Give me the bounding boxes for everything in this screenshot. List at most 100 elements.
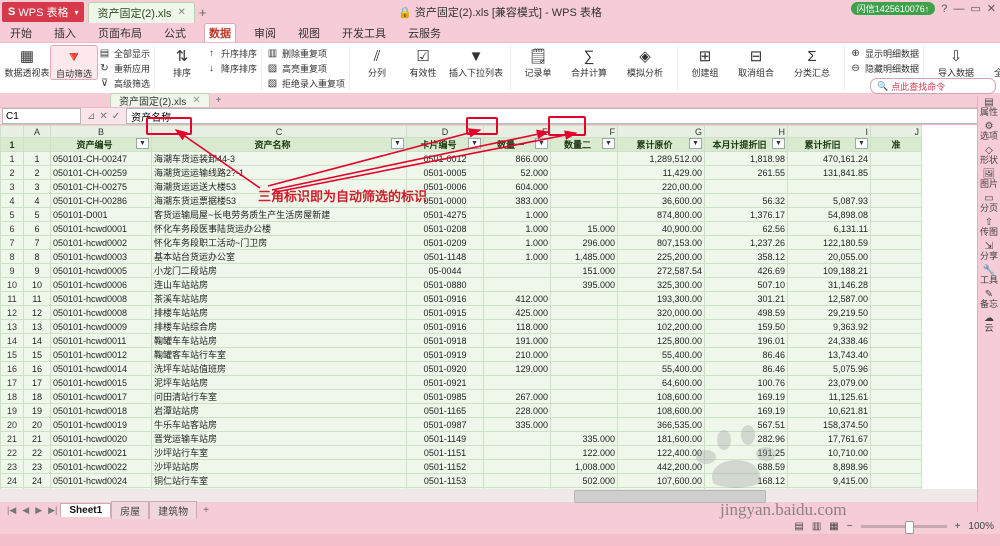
table-cell[interactable] [550,305,618,320]
table-cell[interactable]: 0501-0985 [406,389,484,404]
table-cell[interactable]: 296.000 [550,235,618,250]
table-cell[interactable]: 050101-hcwd0024 [50,473,152,488]
table-cell[interactable]: 050101-hcwd0008 [50,291,152,306]
row-header[interactable]: 13 [0,319,24,334]
table-cell[interactable] [870,193,922,208]
table-cell[interactable]: 050101-hcwd0001 [50,221,152,236]
tab-cloud-service[interactable]: 云服务 [408,28,441,40]
table-cell[interactable]: 874,800.00 [617,207,705,222]
table-cell[interactable]: 0501-0006 [406,179,484,194]
row-header[interactable]: 23 [0,459,24,474]
table-cell[interactable] [870,459,922,474]
table-cell[interactable]: 1.000 [483,249,551,264]
minimize-icon[interactable]: — [953,2,965,15]
table-cell[interactable]: 050101-hcwd0021 [50,445,152,460]
table-cell[interactable]: 0501-0987 [406,417,484,432]
subtotal-button[interactable]: Σ 分类汇总 [784,45,840,78]
zoom-slider[interactable] [860,520,947,534]
table-cell[interactable]: 11,429.00 [617,165,705,180]
table-row[interactable]: 2525050101-hcwd0033铜仁站站房0501-1155228.000… [0,487,922,489]
table-cell[interactable]: 0501-1153 [406,473,484,488]
add-sheet-button[interactable]: + [203,504,210,516]
table-cell[interactable]: 169.19 [704,403,788,418]
table-cell[interactable]: 排楼车站综合房 [151,319,407,334]
table-row[interactable]: 14 14 050101-hcwd0011 鞠罐车车站站房 0501-0918 191.0… [0,333,922,348]
col-header-b[interactable]: B [50,125,152,138]
filter-dropdown-icon[interactable]: ▼ [855,138,868,149]
table-cell[interactable]: 0501-1149 [406,431,484,446]
table-cell[interactable]: 0501-0918 [406,333,484,348]
row-header[interactable]: 17 [0,375,24,390]
table-cell[interactable]: 131,841.85 [787,165,871,180]
show-all-button[interactable]: ▤ 全部显示 [98,46,150,60]
table-cell[interactable]: 426.69 [704,263,788,278]
table-cell[interactable]: 25 [23,487,51,489]
row-header[interactable]: 20 [0,417,24,432]
table-cell[interactable] [870,151,922,166]
function-icon[interactable]: ⊿ [87,110,96,122]
zoom-slider-knob[interactable] [904,520,914,534]
table-row[interactable]: 24 24 050101-hcwd0024 铜仁站行车室 0501-1153 502.00… [0,473,922,488]
filter-header-cell[interactable]: 卡片编号 ▼ [406,137,484,152]
row-header[interactable]: 1 [0,151,24,166]
table-cell[interactable] [550,361,618,376]
page-break-view-icon[interactable]: ▦ [829,520,839,532]
table-cell[interactable] [550,207,618,222]
table-cell[interactable]: 20 [23,417,51,432]
table-cell[interactable]: 358.12 [704,249,788,264]
tab-insert[interactable]: 插入 [54,28,76,40]
record-form-button[interactable]: 🗒 记录单 [515,45,561,78]
what-if-button[interactable]: ◈ 模拟分析 [617,45,673,78]
tab-data[interactable]: 数据 [204,23,236,43]
table-cell[interactable] [870,361,922,376]
table-cell[interactable]: 050101-hcwd0019 [50,417,152,432]
row-header[interactable]: 14 [0,333,24,348]
row-header[interactable]: 24 [0,473,24,488]
row-header[interactable]: 16 [0,361,24,376]
table-row[interactable]: 12 12 050101-hcwd0008 排楼车站站房 0501-0915 425.00… [0,305,922,320]
table-cell[interactable] [550,417,618,432]
consolidate-button[interactable]: ∑ 合并计算 [561,45,617,78]
table-cell[interactable]: 5 [23,207,51,222]
table-cell[interactable] [870,207,922,222]
table-cell[interactable]: 55,400.00 [617,347,705,362]
split-columns-button[interactable]: ⫽ 分列 [354,45,400,78]
table-cell[interactable]: 050101-CH-00247 [50,151,152,166]
row-header[interactable]: 5 [0,207,24,222]
tab-start[interactable]: 开始 [10,28,32,40]
table-cell[interactable]: 050101-hcwd0005 [50,263,152,278]
table-cell[interactable]: 0501-0012 [406,151,484,166]
table-cell[interactable]: 连山车站站房 [151,277,407,292]
task-picture[interactable]: 🖼 图片 [979,170,999,189]
table-cell[interactable] [870,445,922,460]
table-cell[interactable]: 14 [23,333,51,348]
table-cell[interactable]: 325,300.00 [617,277,705,292]
table-cell[interactable] [483,277,551,292]
close-icon[interactable]: ✕ [177,7,186,18]
table-cell[interactable]: 050101-hcwd0009 [50,319,152,334]
table-cell[interactable]: 301.21 [704,291,788,306]
table-cell[interactable]: 5,087.93 [787,193,871,208]
table-cell[interactable]: 0501-0915 [406,305,484,320]
table-cell[interactable] [870,235,922,250]
table-cell[interactable]: 17 [23,375,51,390]
table-cell[interactable]: 20,055.00 [787,249,871,264]
table-cell[interactable]: 15.000 [550,221,618,236]
table-cell[interactable]: 604.000 [483,179,551,194]
table-row[interactable]: 2 2 050101-CH-00259 海潮货运运输线路2?-1 0501-0005 52… [0,165,922,180]
maximize-icon[interactable]: ▭ [970,3,981,15]
table-cell[interactable]: 050101-hcwd0014 [50,361,152,376]
table-cell[interactable]: 10,621.81 [787,403,871,418]
table-cell[interactable]: 9,363.92 [787,319,871,334]
table-cell[interactable]: 晋党运输车站房 [151,431,407,446]
table-cell[interactable]: 366,535.00 [617,417,705,432]
row-header[interactable]: 2 [0,165,24,180]
table-cell[interactable]: 050101-hcwd0018 [50,403,152,418]
table-cell[interactable] [870,473,922,488]
filter-header-cell[interactable]: 累计原价 ▼ [617,137,705,152]
table-cell[interactable]: 21 [23,431,51,446]
table-cell[interactable]: 108,600.00 [617,389,705,404]
table-cell[interactable]: 108,600.00 [617,403,705,418]
table-cell[interactable] [550,193,618,208]
task-cloud[interactable]: ☁ 云 [979,314,999,333]
